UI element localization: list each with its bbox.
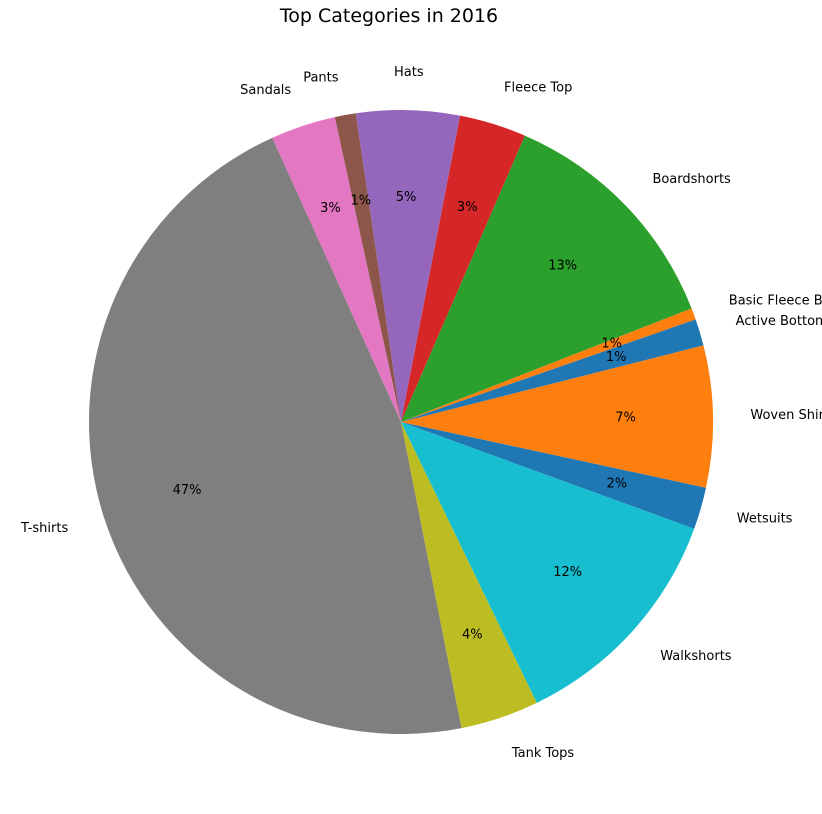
slice-sandals (272, 117, 401, 422)
slice-label-tank-tops: Tank Tops (511, 746, 575, 761)
slice-pct-boardshorts: 13% (548, 259, 577, 274)
slice-woven-shirt (401, 345, 713, 488)
slice-label-wetsuits: Wetsuits (737, 511, 793, 526)
slice-t-shirts (89, 137, 462, 735)
slice-label-t-shirts: T-shirts (20, 521, 69, 536)
pie-labels: Wetsuits 2% Woven Shirt 7% Active Bottoms 1% B… (20, 65, 822, 761)
slice-pct-basic-fleece-bottom: 1% (601, 337, 622, 352)
slice-label-basic-fleece-bottom: Basic Fleece Bottom (729, 293, 822, 308)
slice-pct-wetsuits: 2% (607, 477, 628, 492)
slice-active-bottoms (401, 319, 704, 422)
slice-pct-pants: 1% (351, 193, 372, 208)
slice-label-fleece-top: Fleece Top (504, 81, 572, 96)
chart-title: Top Categories in 2016 (279, 5, 498, 27)
slice-walkshorts (401, 422, 695, 703)
slice-pct-walkshorts: 12% (553, 565, 582, 580)
slice-basic-fleece-bottom (401, 308, 696, 422)
slice-pants (334, 113, 401, 422)
slice-label-boardshorts: Boardshorts (652, 172, 731, 187)
slice-label-walkshorts: Walkshorts (660, 649, 732, 664)
slice-label-active-bottoms: Active Bottoms (736, 314, 822, 329)
pie-slices (89, 110, 713, 735)
slice-pct-sandals: 3% (320, 201, 341, 216)
slice-pct-active-bottoms: 1% (606, 350, 627, 365)
slice-pct-t-shirts: 47% (173, 483, 202, 498)
slice-fleece-top (401, 115, 525, 422)
slice-boardshorts (401, 135, 692, 422)
slice-label-hats: Hats (394, 65, 424, 80)
slice-pct-woven-shirt: 7% (615, 410, 636, 425)
slice-wetsuits (401, 422, 707, 529)
slice-label-pants: Pants (303, 71, 339, 86)
slice-hats (355, 110, 461, 422)
slice-label-sandals: Sandals (240, 83, 291, 98)
slice-pct-hats: 5% (396, 190, 417, 205)
slice-pct-fleece-top: 3% (457, 200, 478, 215)
slice-tank-tops (401, 422, 537, 729)
slice-pct-tank-tops: 4% (462, 628, 483, 643)
slice-label-woven-shirt: Woven Shirt (750, 408, 822, 423)
